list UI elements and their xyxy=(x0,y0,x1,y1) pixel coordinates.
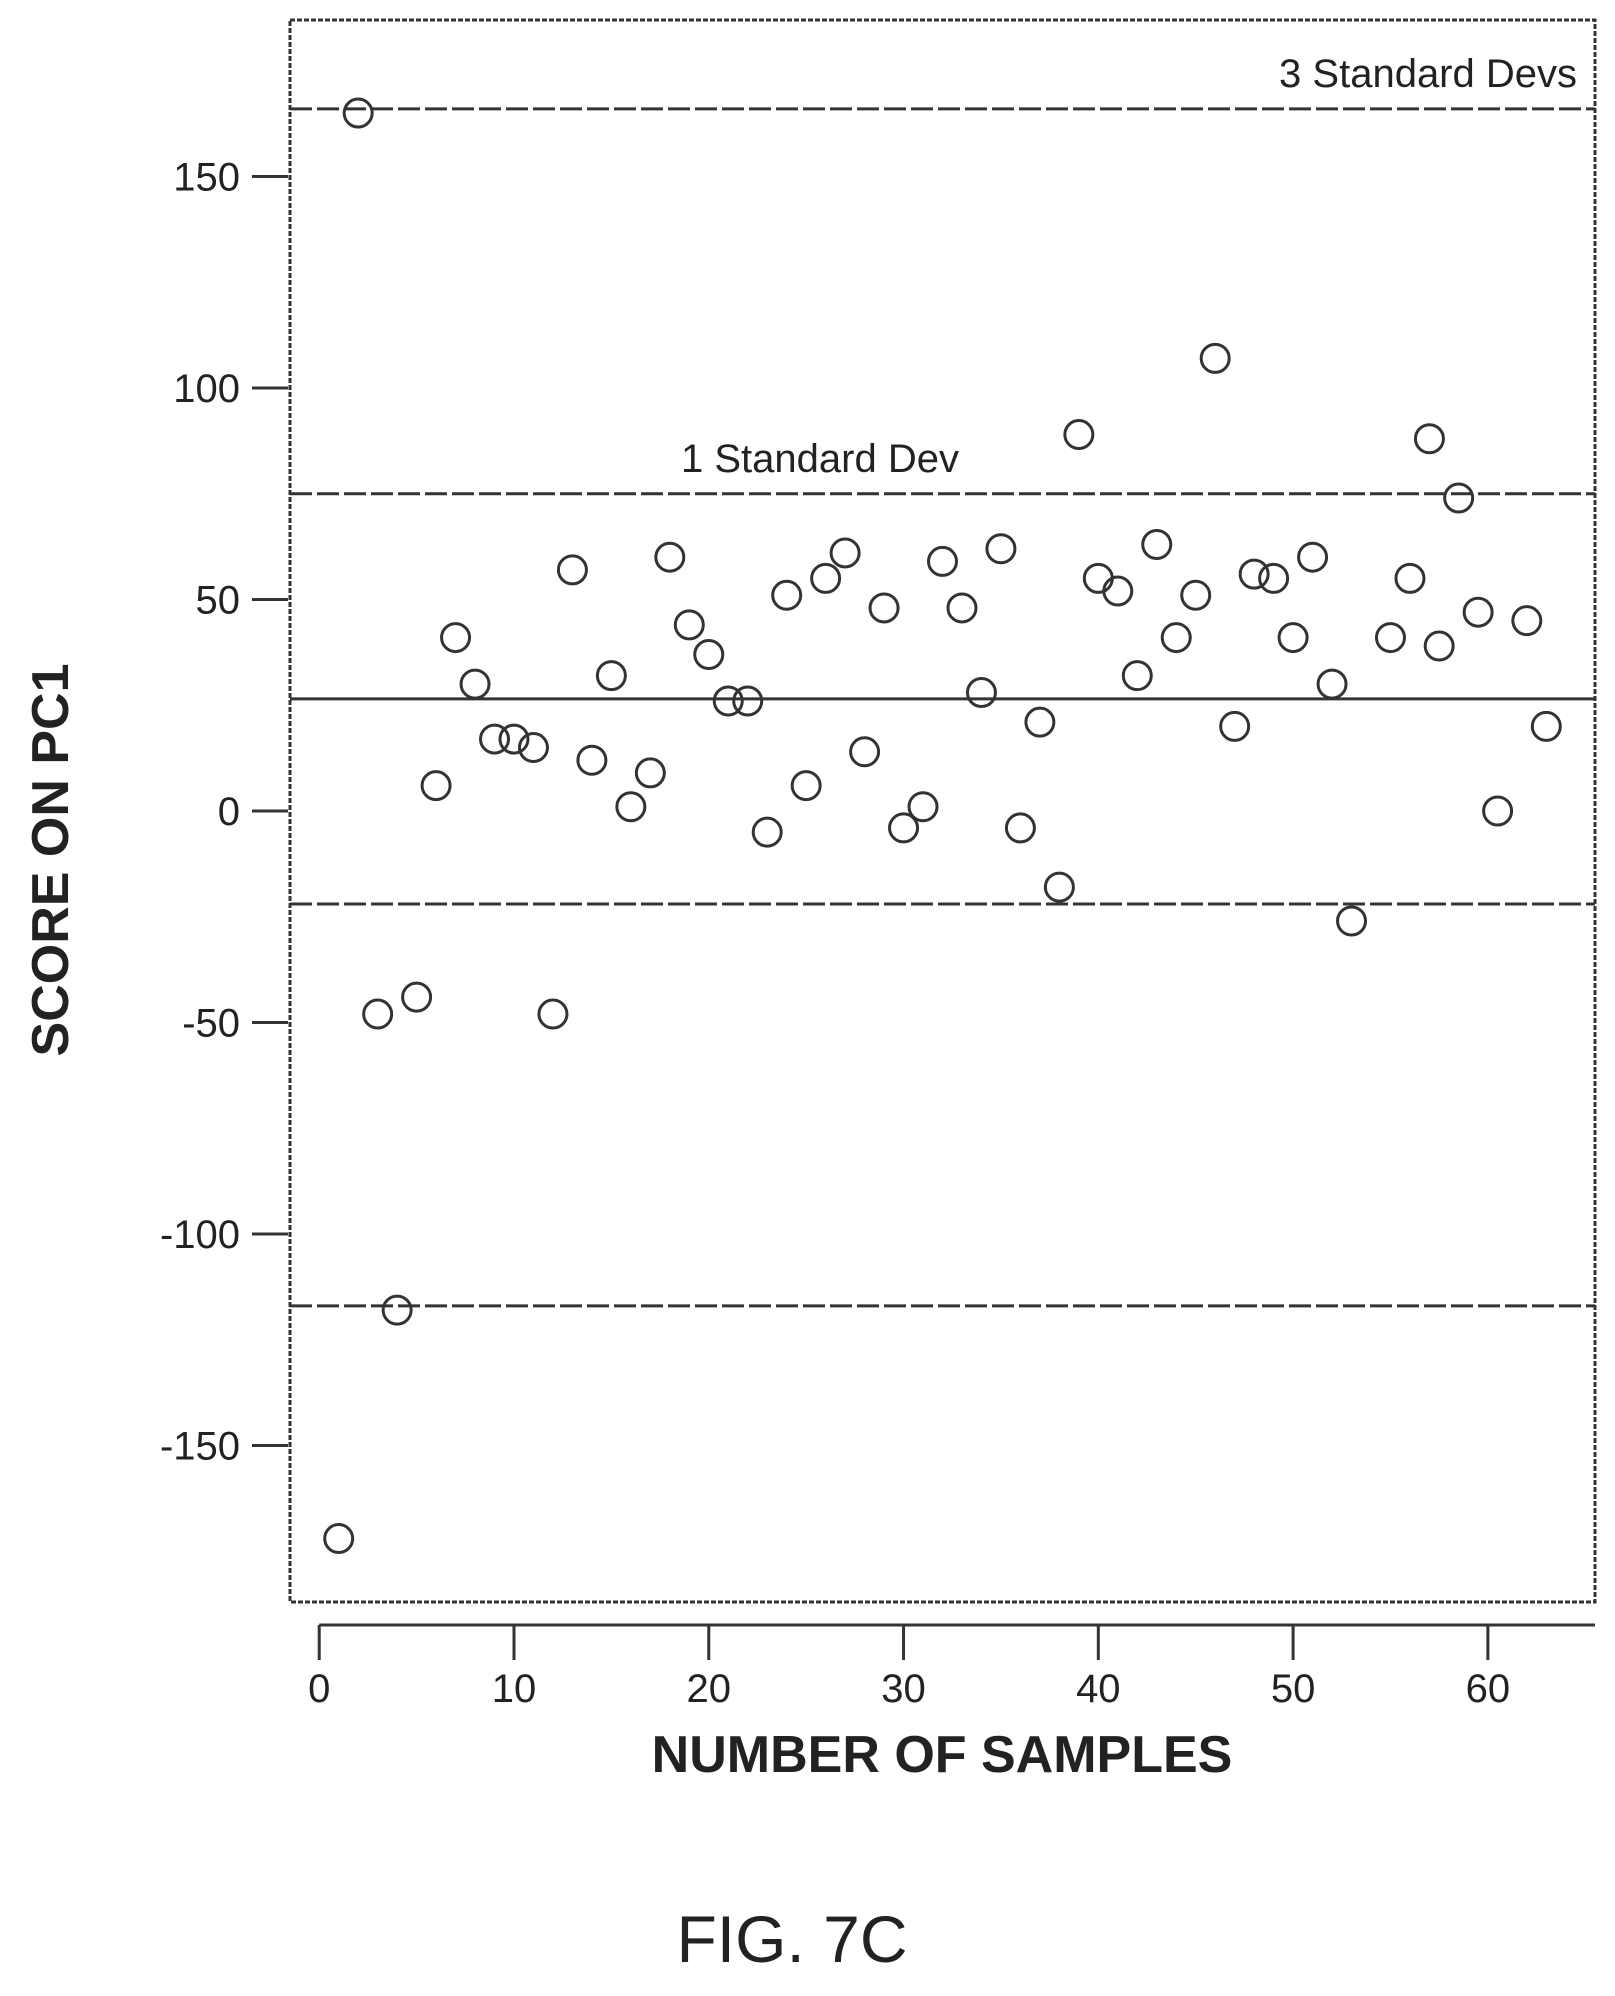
data-point xyxy=(1277,622,1309,654)
reference-line-label: 3 Standard Devs xyxy=(1279,52,1577,96)
data-point xyxy=(790,770,822,802)
x-tick-label: 30 xyxy=(881,1667,926,1711)
data-point xyxy=(712,685,744,717)
data-point xyxy=(946,592,978,624)
x-tick-label: 40 xyxy=(1076,1667,1121,1711)
data-point xyxy=(1160,622,1192,654)
data-point xyxy=(362,998,394,1030)
y-tick-label: 50 xyxy=(196,579,241,623)
data-point xyxy=(1024,706,1056,738)
data-point xyxy=(732,685,764,717)
data-points xyxy=(323,97,1562,1555)
data-point xyxy=(342,97,374,129)
y-tick-label: 0 xyxy=(218,790,240,834)
data-point xyxy=(1219,710,1251,742)
x-tick-label: 50 xyxy=(1271,1667,1316,1711)
data-point xyxy=(1316,668,1348,700)
data-point xyxy=(751,816,783,848)
data-point xyxy=(985,533,1017,565)
data-point xyxy=(1102,575,1134,607)
reference-labels: 3 Standard Devs 1 Standard Dev xyxy=(681,52,1577,481)
data-point xyxy=(1423,630,1455,662)
x-tick-label: 0 xyxy=(308,1667,330,1711)
data-point xyxy=(810,562,842,594)
data-point xyxy=(693,638,725,670)
data-point xyxy=(771,579,803,611)
data-point xyxy=(1043,871,1075,903)
data-point xyxy=(634,757,666,789)
data-point xyxy=(1413,423,1445,455)
data-point xyxy=(420,770,452,802)
x-tick-label: 20 xyxy=(687,1667,732,1711)
data-point xyxy=(401,981,433,1013)
data-point xyxy=(537,998,569,1030)
data-point xyxy=(576,744,608,776)
y-axis: -150 -100 -50 0 50 100 150 xyxy=(160,156,288,1468)
data-point xyxy=(1297,541,1329,573)
data-point xyxy=(1063,419,1095,451)
data-point xyxy=(381,1294,413,1326)
data-point xyxy=(1530,710,1562,742)
y-tick-label: -100 xyxy=(160,1213,240,1257)
data-point xyxy=(849,736,881,768)
data-point xyxy=(888,812,920,844)
plot-frame xyxy=(288,18,1597,1604)
data-point xyxy=(1004,812,1036,844)
x-axis: 0 10 20 30 40 50 60 xyxy=(308,1623,1595,1711)
data-point xyxy=(1238,558,1270,590)
data-point xyxy=(556,554,588,586)
data-point xyxy=(498,723,530,755)
data-point xyxy=(1374,622,1406,654)
x-axis-title: NUMBER OF SAMPLES xyxy=(652,1726,1233,1784)
x-tick-label: 10 xyxy=(492,1667,537,1711)
data-point xyxy=(615,791,647,823)
data-point xyxy=(927,545,958,577)
data-point xyxy=(1141,529,1173,561)
data-point xyxy=(907,791,939,823)
data-point xyxy=(1180,579,1212,611)
data-point xyxy=(1258,562,1290,594)
y-axis-title: SCORE ON PC1 xyxy=(22,664,80,1057)
data-point xyxy=(1082,562,1114,594)
data-point xyxy=(673,609,705,641)
figure-caption: FIG. 7C xyxy=(676,1902,907,1976)
data-point xyxy=(1482,795,1514,827)
data-point xyxy=(479,723,511,755)
data-point xyxy=(440,622,472,654)
data-point xyxy=(517,732,549,764)
data-point xyxy=(1199,342,1231,374)
data-point xyxy=(459,668,491,700)
data-point xyxy=(654,541,686,573)
data-point xyxy=(1336,905,1368,937)
reference-line-label: 1 Standard Dev xyxy=(681,437,959,481)
y-tick-label: -150 xyxy=(160,1424,240,1468)
data-point xyxy=(323,1523,355,1555)
data-point xyxy=(829,537,861,569)
data-point xyxy=(1121,660,1153,692)
y-tick-label: 150 xyxy=(173,156,240,200)
y-tick-label: 100 xyxy=(173,367,240,411)
data-point xyxy=(1443,482,1475,514)
data-point xyxy=(965,677,997,709)
data-point xyxy=(1394,562,1426,594)
y-tick-label: -50 xyxy=(182,1001,240,1045)
data-point xyxy=(1462,596,1494,628)
reference-lines xyxy=(290,107,1595,1308)
x-tick-label: 60 xyxy=(1466,1667,1511,1711)
data-point xyxy=(868,592,900,624)
data-point xyxy=(595,660,627,692)
data-point xyxy=(1511,605,1543,637)
